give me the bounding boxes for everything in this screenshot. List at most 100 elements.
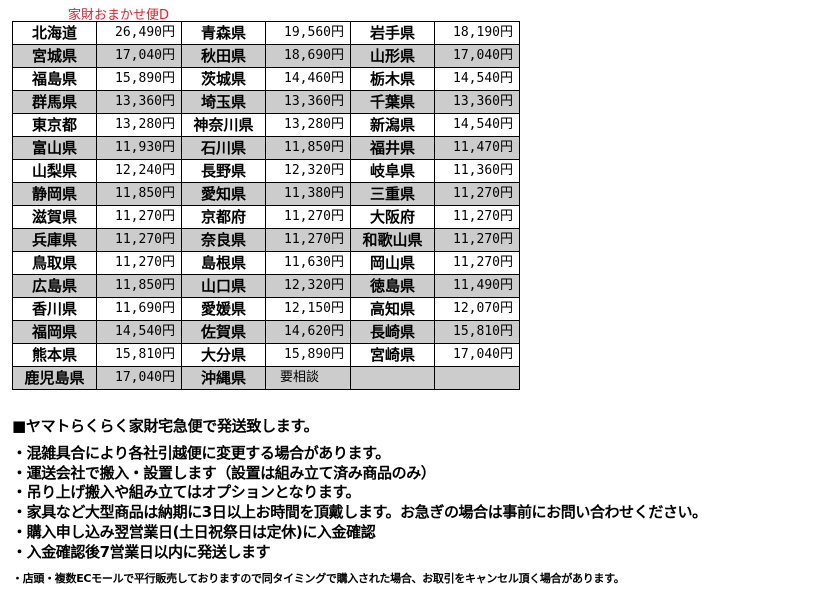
price-cell: 17,040円 (434, 343, 520, 367)
prefecture-cell: 京都府 (181, 205, 266, 229)
prefecture-cell: 岩手県 (350, 21, 435, 45)
table-row: 北海道 26,490円 青森県 19,560円 岩手県 18,190円 (12, 21, 520, 45)
price-cell: 13,280円 (96, 113, 182, 137)
price-cell: 11,270円 (265, 228, 351, 252)
prefecture-cell: 鳥取県 (12, 251, 97, 275)
prefecture-cell: 埼玉県 (181, 90, 266, 114)
prefecture-cell: 高知県 (350, 297, 435, 321)
table-row: 鹿児島県 17,040円 沖縄県 要相談 (12, 366, 520, 390)
prefecture-cell: 島根県 (181, 251, 266, 275)
prefecture-cell: 和歌山県 (350, 228, 435, 252)
table-row: 滋賀県 11,270円 京都府 11,270円 大阪府 11,270円 (12, 205, 520, 229)
price-cell: 11,270円 (434, 182, 520, 206)
price-cell: 15,810円 (96, 343, 182, 367)
price-cell: 15,810円 (434, 320, 520, 344)
price-cell: 11,270円 (434, 228, 520, 252)
table-row: 兵庫県 11,270円 奈良県 11,270円 和歌山県 11,270円 (12, 228, 520, 252)
price-cell: 15,890円 (265, 343, 351, 367)
price-cell: 11,850円 (96, 274, 182, 298)
prefecture-cell: 北海道 (12, 21, 97, 45)
prefecture-cell: 熊本県 (12, 343, 97, 367)
price-cell: 14,620円 (265, 320, 351, 344)
table-row: 鳥取県 11,270円 島根県 11,630円 岡山県 11,270円 (12, 251, 520, 275)
line: ・混雑具合により各社引越便に変更する場合があります。 (12, 444, 390, 462)
prefecture-cell: 鹿児島県 (12, 366, 97, 390)
price-cell: 12,150円 (265, 297, 351, 321)
prefecture-cell: 長崎県 (350, 320, 435, 344)
prefecture-cell: 岐阜県 (350, 159, 435, 183)
price-cell: 11,630円 (265, 251, 351, 275)
prefecture-cell: 大分県 (181, 343, 266, 367)
price-cell: 18,190円 (434, 21, 520, 45)
table-row: 宮城県 17,040円 秋田県 18,690円 山形県 17,040円 (12, 44, 520, 68)
price-cell: 11,930円 (96, 136, 182, 160)
prefecture-cell: 福井県 (350, 136, 435, 160)
price-cell: 13,360円 (265, 90, 351, 114)
prefecture-cell: 愛媛県 (181, 297, 266, 321)
prefecture-cell: 石川県 (181, 136, 266, 160)
price-cell: 13,360円 (96, 90, 182, 114)
table-row: 福島県 15,890円 茨城県 14,460円 栃木県 14,540円 (12, 67, 520, 91)
table-row: 香川県 11,690円 愛媛県 12,150円 高知県 12,070円 (12, 297, 520, 321)
price-cell: 11,490円 (434, 274, 520, 298)
price-cell: 11,380円 (265, 182, 351, 206)
prefecture-cell: 兵庫県 (12, 228, 97, 252)
price-cell: 11,470円 (434, 136, 520, 160)
prefecture-cell (350, 366, 435, 390)
price-cell: 11,270円 (434, 205, 520, 229)
prefecture-cell: 長野県 (181, 159, 266, 183)
prefecture-cell: 栃木県 (350, 67, 435, 91)
shipping-notes: ■ヤマトらくらく家財宅急便で発送致します。 ・混雑具合により各社引越便に変更する… (12, 415, 707, 586)
price-cell: 26,490円 (96, 21, 182, 45)
price-cell: 14,540円 (96, 320, 182, 344)
price-cell: 17,040円 (96, 366, 182, 390)
price-cell: 12,240円 (96, 159, 182, 183)
line: ・家具など大型商品は納期に3日以上お時間を頂戴します。お急ぎの場合は事前にお問い… (12, 503, 707, 522)
notes-heading: ■ヤマトらくらく家財宅急便で発送致します。 (12, 417, 319, 435)
prefecture-cell: 広島県 (12, 274, 97, 298)
prefecture-cell: 福岡県 (12, 320, 97, 344)
prefecture-cell: 宮城県 (12, 44, 97, 68)
line: ・吊り上げ搬入や組み立てはオプションとなります。 (12, 483, 361, 502)
price-cell: 11,270円 (265, 205, 351, 229)
price-cell: 14,540円 (434, 113, 520, 137)
price-cell: 11,270円 (96, 228, 182, 252)
prefecture-cell: 宮崎県 (350, 343, 435, 367)
price-cell: 11,270円 (96, 205, 182, 229)
table-row: 山梨県 12,240円 長野県 12,320円 岐阜県 11,360円 (12, 159, 520, 183)
price-cell: 11,270円 (434, 251, 520, 275)
prefecture-cell: 佐賀県 (181, 320, 266, 344)
prefecture-cell: 富山県 (12, 136, 97, 160)
price-cell: 19,560円 (265, 21, 351, 45)
table-row: 富山県 11,930円 石川県 11,850円 福井県 11,470円 (12, 136, 520, 160)
prefecture-cell: 滋賀県 (12, 205, 97, 229)
prefecture-cell: 三重県 (350, 182, 435, 206)
price-cell: 11,270円 (96, 251, 182, 275)
price-cell: 14,460円 (265, 67, 351, 91)
price-cell: 17,040円 (96, 44, 182, 68)
prefecture-cell: 群馬県 (12, 90, 97, 114)
price-cell: 13,360円 (434, 90, 520, 114)
prefecture-cell: 徳島県 (350, 274, 435, 298)
prefecture-cell: 福島県 (12, 67, 97, 91)
price-cell: 15,890円 (96, 67, 182, 91)
price-cell: 12,070円 (434, 297, 520, 321)
price-cell: 17,040円 (434, 44, 520, 68)
prefecture-cell: 大阪府 (350, 205, 435, 229)
prefecture-cell: 岡山県 (350, 251, 435, 275)
shipping-rate-table: 北海道 26,490円 青森県 19,560円 岩手県 18,190円 宮城県 17,040円… (12, 21, 520, 390)
price-cell: 11,850円 (265, 136, 351, 160)
prefecture-cell: 静岡県 (12, 182, 97, 206)
prefecture-cell: 茨城県 (181, 67, 266, 91)
price-cell: 11,850円 (96, 182, 182, 206)
line: ・運送会社で搬入・設置します（設置は組み立て済み商品のみ） (12, 463, 436, 482)
prefecture-cell: 沖縄県 (181, 366, 266, 390)
table-row: 福岡県 14,540円 佐賀県 14,620円 長崎県 15,810円 (12, 320, 520, 344)
shipping-plan-title: 家財おまかせ便D (68, 8, 170, 23)
prefecture-cell: 山口県 (181, 274, 266, 298)
prefecture-cell: 愛知県 (181, 182, 266, 206)
footnote: ・店頭・複数ECモールで平行販売しておりますので同タイミングで購入された場合、お… (12, 572, 625, 586)
table-row: 熊本県 15,810円 大分県 15,890円 宮崎県 17,040円 (12, 343, 520, 367)
price-cell (434, 366, 520, 390)
prefecture-cell: 千葉県 (350, 90, 435, 114)
